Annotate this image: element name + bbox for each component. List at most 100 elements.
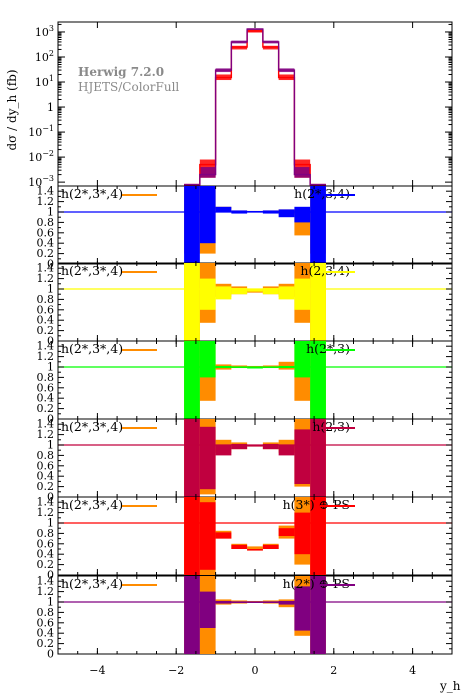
ratio-ytick-label: 1 bbox=[47, 361, 54, 374]
main-frame bbox=[57, 21, 453, 187]
legend-ref-label: h(2*,3*,4) bbox=[61, 497, 123, 512]
ratio-ytick-label: 1.2 bbox=[37, 272, 55, 285]
ratio-ytick-label: 0.4 bbox=[37, 237, 55, 250]
legend-variation-label: h(2,3) bbox=[312, 419, 350, 434]
variation-band-bar bbox=[184, 576, 200, 654]
ratio-ytick-label: 0 bbox=[47, 491, 54, 504]
ratio-ytick-label: 0.2 bbox=[37, 247, 55, 260]
ratio-ytick-label: 0.2 bbox=[37, 480, 55, 493]
ratio-ytick-label: 1.4 bbox=[37, 575, 55, 588]
variation-band-bar bbox=[294, 341, 311, 378]
variation-band-bar bbox=[199, 502, 216, 570]
main-ytick-label: 103 bbox=[35, 24, 54, 39]
x-axis: −4 −2 0 2 4 bbox=[89, 664, 416, 677]
variation-band-bar bbox=[215, 206, 232, 212]
ratio-ytick-label: 0.8 bbox=[37, 449, 55, 462]
legend-ref-label: h(2*,3*,4) bbox=[61, 263, 123, 278]
main-ytick-label: 102 bbox=[35, 49, 54, 64]
main-ytick-label: 10−1 bbox=[28, 124, 54, 139]
variation-band-bar bbox=[247, 549, 263, 551]
variation-band-bar bbox=[247, 289, 263, 292]
ratio-ytick-label: 0.4 bbox=[37, 470, 55, 483]
x-tick-label: 2 bbox=[330, 664, 337, 677]
legend-ref-label: h(2*,3*,4) bbox=[61, 341, 123, 356]
variation-band-bar bbox=[278, 600, 295, 605]
ratio-panel: 00.20.40.60.811.21.4 h(2*,3*,4) h(2*,3,4) bbox=[37, 185, 453, 271]
variation-band-bar bbox=[278, 209, 295, 218]
main-band-bar bbox=[294, 167, 311, 178]
ratio-ytick-label: 0.8 bbox=[37, 293, 55, 306]
ratio-ytick-label: 1.4 bbox=[37, 262, 55, 275]
variation-band-bar bbox=[215, 445, 232, 456]
x-tick-label: −4 bbox=[89, 664, 105, 677]
variation-band-bar bbox=[199, 186, 216, 244]
ratio-ytick-label: 1 bbox=[47, 206, 54, 219]
main-series-line bbox=[184, 30, 326, 186]
ratio-panel: 00.20.40.60.811.21.4 h(2*,3*,4) h(2*,3) bbox=[37, 340, 453, 426]
ratio-ytick-label: 0.8 bbox=[37, 216, 55, 229]
variation-band-bar bbox=[310, 419, 326, 497]
ratio-ytick-label: 0.8 bbox=[37, 606, 55, 619]
ratio-ytick-label: 1.4 bbox=[37, 496, 55, 509]
variation-band-bar bbox=[310, 341, 326, 419]
variation-band-bar bbox=[310, 576, 326, 654]
legend-ref-label: h(2*,3*,4) bbox=[61, 186, 123, 201]
main-series-line bbox=[184, 28, 326, 186]
variation-band-bar bbox=[184, 263, 200, 341]
variation-band-bar bbox=[278, 445, 295, 456]
x-axis-title: y_h bbox=[439, 679, 461, 693]
ratio-ytick-label: 0.2 bbox=[37, 637, 55, 650]
variation-band-bar bbox=[310, 186, 326, 264]
ratio-panel: 00.20.40.60.811.21.4 h(2*,3*,4) h(2,3) bbox=[37, 418, 453, 504]
variation-band-bar bbox=[294, 278, 311, 310]
ref-band-bar bbox=[247, 546, 263, 551]
main-ytick-label: 10−2 bbox=[28, 149, 54, 164]
variation-band-bar bbox=[310, 497, 326, 575]
variation-band-bar bbox=[294, 512, 311, 555]
ratio-ytick-label: 0.2 bbox=[37, 558, 55, 571]
variation-band-bar bbox=[294, 429, 311, 484]
variation-band-bar bbox=[294, 206, 311, 223]
legend-variation-label: h(2*) ⊕ PS bbox=[283, 576, 350, 591]
ratio-ytick-label: 0.2 bbox=[37, 402, 55, 415]
legend-ref-label: h(2*,3*,4) bbox=[61, 419, 123, 434]
ratio-ytick-label: 1.2 bbox=[37, 428, 55, 441]
variation-band-bar bbox=[199, 341, 216, 378]
ratio-panel: 00.20.40.60.811.21.4 h(2*,3*,4) h(2,3,4) bbox=[37, 262, 453, 348]
variation-band-bar bbox=[262, 443, 279, 450]
ratio-ytick-label: 0.6 bbox=[37, 303, 55, 316]
variation-band-bar bbox=[247, 367, 263, 369]
ratio-ytick-label: 0.4 bbox=[37, 392, 55, 405]
ratio-ytick-label: 1.2 bbox=[37, 506, 55, 519]
variation-band-bar bbox=[231, 443, 248, 450]
ratio-ytick-label: 0 bbox=[47, 258, 54, 271]
ratio-ytick-label: 0.6 bbox=[37, 381, 55, 394]
ratio-ytick-label: 0.6 bbox=[37, 616, 55, 629]
variation-band-bar bbox=[278, 528, 295, 536]
main-band-bar bbox=[310, 184, 326, 187]
ratio-ytick-label: 1.2 bbox=[37, 585, 55, 598]
variation-band-bar bbox=[262, 287, 279, 295]
ratio-ytick-label: 1 bbox=[47, 517, 54, 530]
variation-band-bar bbox=[215, 532, 232, 539]
ratio-ytick-label: 1.2 bbox=[37, 350, 55, 363]
legend-variation-label: h(2,3,4) bbox=[300, 263, 350, 278]
ratio-ytick-label: 1.4 bbox=[37, 418, 55, 431]
ratio-ytick-label: 0.8 bbox=[37, 527, 55, 540]
variation-band-bar bbox=[231, 287, 248, 295]
variation-band-bar bbox=[184, 419, 200, 497]
ratio-ytick-label: 1 bbox=[47, 596, 54, 609]
ratio-ytick-label: 1.4 bbox=[37, 185, 55, 198]
variation-band-bar bbox=[262, 544, 279, 549]
ratio-ytick-label: 0.6 bbox=[37, 537, 55, 550]
ratio-panel: 00.20.40.60.811.21.4 h(2*,3*,4) h(2*) ⊕ PS bbox=[37, 575, 453, 661]
y-axis-title: dσ / dy_h (fb) bbox=[5, 69, 19, 150]
x-tick-label: −2 bbox=[168, 664, 184, 677]
variation-band-bar bbox=[184, 497, 200, 575]
variation-band-bar bbox=[199, 591, 216, 628]
ratio-ytick-label: 0 bbox=[47, 335, 54, 348]
variation-band-bar bbox=[199, 426, 216, 490]
ratio-panels: 00.20.40.60.811.21.4 h(2*,3*,4) h(2*,3,4)0… bbox=[37, 185, 453, 661]
variation-band-bar bbox=[231, 544, 248, 549]
